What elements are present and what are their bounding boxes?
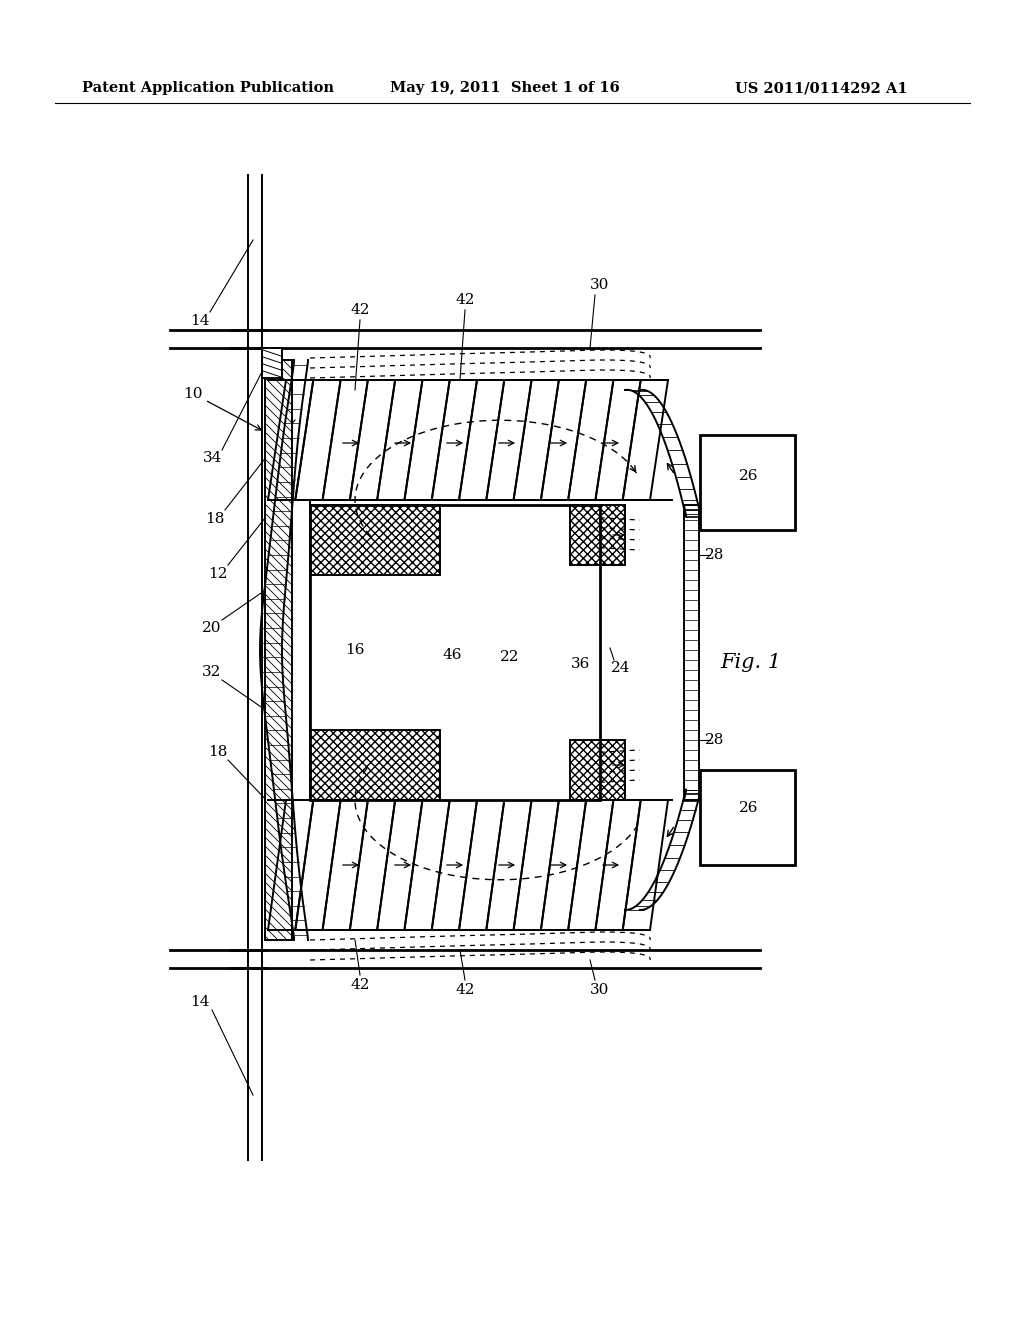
- Text: 14: 14: [190, 995, 210, 1008]
- Text: 36: 36: [571, 657, 591, 671]
- Text: 34: 34: [204, 451, 222, 465]
- Text: 26: 26: [739, 801, 759, 814]
- Bar: [310, 730, 440, 800]
- Bar: [700, 436, 795, 531]
- Bar: [310, 506, 440, 576]
- Text: 46: 46: [442, 648, 462, 663]
- Text: 42: 42: [350, 978, 370, 993]
- Text: 42: 42: [350, 304, 370, 317]
- Bar: [570, 741, 625, 800]
- Bar: [262, 348, 282, 378]
- Text: US 2011/0114292 A1: US 2011/0114292 A1: [735, 81, 907, 95]
- Text: 12: 12: [208, 568, 227, 581]
- Text: 18: 18: [206, 512, 224, 525]
- Text: Fig. 1: Fig. 1: [720, 652, 781, 672]
- Text: 28: 28: [706, 548, 725, 562]
- Bar: [310, 506, 600, 800]
- Bar: [265, 360, 292, 940]
- Text: 22: 22: [501, 649, 520, 664]
- Text: 10: 10: [183, 387, 203, 401]
- Text: Patent Application Publication: Patent Application Publication: [82, 81, 334, 95]
- Text: 26: 26: [739, 469, 759, 483]
- Text: 42: 42: [456, 983, 475, 997]
- Text: 18: 18: [208, 744, 227, 759]
- Text: 28: 28: [706, 733, 725, 747]
- Text: 20: 20: [203, 620, 222, 635]
- Text: 24: 24: [611, 661, 631, 675]
- Text: 30: 30: [590, 279, 609, 292]
- Text: 16: 16: [345, 643, 365, 657]
- Text: May 19, 2011  Sheet 1 of 16: May 19, 2011 Sheet 1 of 16: [390, 81, 620, 95]
- Text: 30: 30: [590, 983, 609, 997]
- Text: 14: 14: [190, 314, 210, 327]
- Bar: [570, 506, 625, 565]
- Text: 32: 32: [203, 665, 221, 678]
- Bar: [700, 770, 795, 865]
- Text: 42: 42: [456, 293, 475, 308]
